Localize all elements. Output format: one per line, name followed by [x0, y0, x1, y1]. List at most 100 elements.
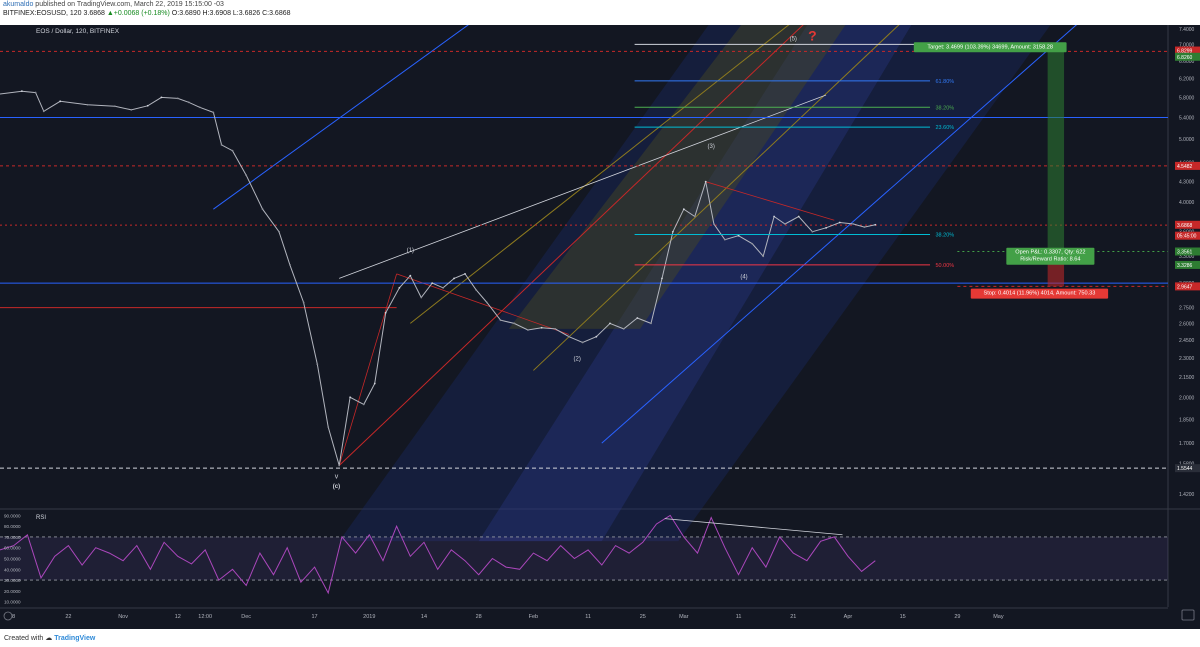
time-axis-label: 12 — [175, 614, 181, 620]
price-point — [409, 274, 412, 277]
price-point — [160, 96, 163, 99]
price-axis-label: 7.0000 — [1179, 42, 1195, 48]
time-axis-label: 29 — [954, 614, 960, 620]
ohlc-values: O:3.6890 H:3.6908 L:3.6826 C:3.6868 — [169, 10, 291, 17]
price-point — [176, 97, 179, 100]
grid-layer — [0, 25, 1200, 607]
rising-trendline[interactable] — [339, 94, 827, 279]
time-axis-label: 17 — [312, 614, 318, 620]
price-axis-label: 2.1500 — [1179, 375, 1195, 381]
rsi-axis-label: 70.0000 — [4, 535, 21, 540]
pitchfork-median[interactable] — [338, 20, 808, 466]
created-with-label: Created with — [4, 635, 44, 642]
footer-credit: Created with ☁ TradingView — [4, 634, 95, 642]
price-point — [187, 101, 190, 104]
price-point — [198, 106, 201, 109]
wave-label: (2) — [573, 356, 580, 362]
channel-line-left[interactable] — [213, 20, 474, 210]
price-tag-bg — [1175, 220, 1200, 229]
price-point — [349, 396, 352, 399]
price-point — [453, 277, 455, 280]
price-point — [852, 223, 855, 225]
pitchfork-lower[interactable] — [409, 20, 794, 324]
chart-area[interactable]: 100.00%61.80%38.20%23.60%38.20%50.00% EO… — [0, 20, 1200, 629]
price-point — [245, 174, 248, 177]
tradingview-logo-icon: ☁ — [45, 635, 53, 642]
time-axis-label: 11 — [585, 614, 591, 620]
price-point — [704, 180, 707, 183]
price-axis-label: 4.3000 — [1179, 180, 1195, 186]
time-axis-label: 21 — [790, 614, 796, 620]
gear-icon[interactable] — [3, 611, 13, 621]
wave-line-3-4[interactable] — [705, 181, 835, 221]
pitchfork-channel[interactable] — [339, 21, 1054, 542]
price-tag: 4.5482 — [1177, 164, 1193, 170]
time-axis-label: 14 — [421, 614, 427, 620]
price-axis[interactable]: 7.4000 7.0000 6.6000 6.2000 5.8000 5.4000 5.00… — [1175, 27, 1200, 498]
time-axis[interactable]: 8 22 Nov 12 12:00 Dec 17 2019 14 28 Feb 11 25 Mar 11 21… — [0, 607, 1195, 621]
price-point — [113, 105, 116, 108]
pitchfork-upper[interactable] — [533, 20, 904, 371]
price-point — [362, 403, 365, 406]
price-point — [373, 382, 376, 385]
price-point — [693, 215, 696, 218]
fib-level-label: 38.20% — [935, 232, 954, 238]
chart-canvas[interactable]: 100.00%61.80%38.20%23.60%38.20%50.00% EO… — [0, 20, 1200, 629]
price-point — [499, 319, 502, 322]
price-tag-bg — [1175, 46, 1200, 55]
pitchfork-median-band[interactable] — [508, 21, 848, 329]
pnl-label-text: Risk/Reward Ratio: 8.64 — [1020, 257, 1080, 263]
time-axis-label: 25 — [640, 614, 646, 620]
settings-icon[interactable] — [1181, 609, 1195, 621]
tradingview-brand[interactable]: TradingView — [54, 635, 96, 642]
price-point — [540, 326, 543, 329]
rsi-axis-label: 30.0000 — [4, 578, 21, 583]
wave-line-1-2[interactable] — [396, 273, 570, 335]
price-point — [86, 103, 89, 106]
price-axis-label: 4.0000 — [1179, 200, 1195, 206]
rsi-divergence-line[interactable] — [664, 518, 843, 536]
stop-label[interactable]: Stop: 0.4014 (11.96%) 4014, Amount: 750.… — [970, 288, 1109, 299]
wave-label: (4) — [740, 274, 747, 280]
price-point — [42, 110, 45, 113]
price-point — [302, 301, 305, 304]
price-tag-bg — [1175, 161, 1200, 170]
target-label-bg — [913, 42, 1067, 53]
wave-label: (1) — [407, 248, 414, 254]
time-axis-label: Dec — [241, 614, 251, 620]
price-point — [723, 238, 726, 241]
pitchfork-outer-band[interactable] — [339, 21, 1054, 542]
target-label[interactable]: Target: 3.4699 (103.39%) 34699, Amount: … — [913, 42, 1067, 53]
price-tag: 6.8260 — [1177, 55, 1193, 61]
pnl-label-bg — [1006, 247, 1095, 265]
price-tag: 1.5544 — [1177, 466, 1193, 472]
time-axis-label: 22 — [65, 614, 71, 620]
long-target-zone[interactable] — [1047, 51, 1065, 252]
fib-levels[interactable]: 100.00%61.80%38.20%23.60%38.20%50.00% — [634, 42, 958, 269]
price-point — [338, 464, 341, 467]
publish-date: published on TradingView.com, March 22, … — [33, 1, 224, 8]
price-axis-label: 1.7000 — [1179, 441, 1195, 447]
author-link[interactable]: akumaldo — [3, 1, 34, 8]
annotation-labels: EOS / Dollar, 120, BITFINEX (1) (2) (3) (4) (… — [36, 27, 1109, 490]
time-axis-label: 11 — [736, 614, 742, 620]
drawing-lines[interactable] — [0, 20, 1168, 469]
price-point — [485, 301, 488, 304]
price-point — [20, 90, 23, 93]
time-axis-label: 8 — [12, 614, 15, 620]
rsi-pane[interactable]: RSI 90.0000 80.0000 70.0000 60.0000 50.0000 40… — [0, 513, 1168, 605]
price-axis-label: 5.8000 — [1179, 95, 1195, 101]
price-point — [825, 226, 827, 229]
wave-line-c-1[interactable] — [338, 273, 398, 466]
price-point — [671, 230, 674, 233]
price-point — [797, 215, 800, 218]
price-axis-label: 1.8500 — [1179, 417, 1195, 423]
price-point — [784, 223, 786, 225]
price-point — [327, 426, 330, 428]
pitchfork-inner-band[interactable] — [478, 21, 914, 542]
time-axis-label: Mar — [679, 614, 689, 620]
time-axis-label: Apr — [844, 614, 853, 620]
price-point — [650, 322, 652, 325]
channel-line-right[interactable] — [601, 20, 1081, 444]
